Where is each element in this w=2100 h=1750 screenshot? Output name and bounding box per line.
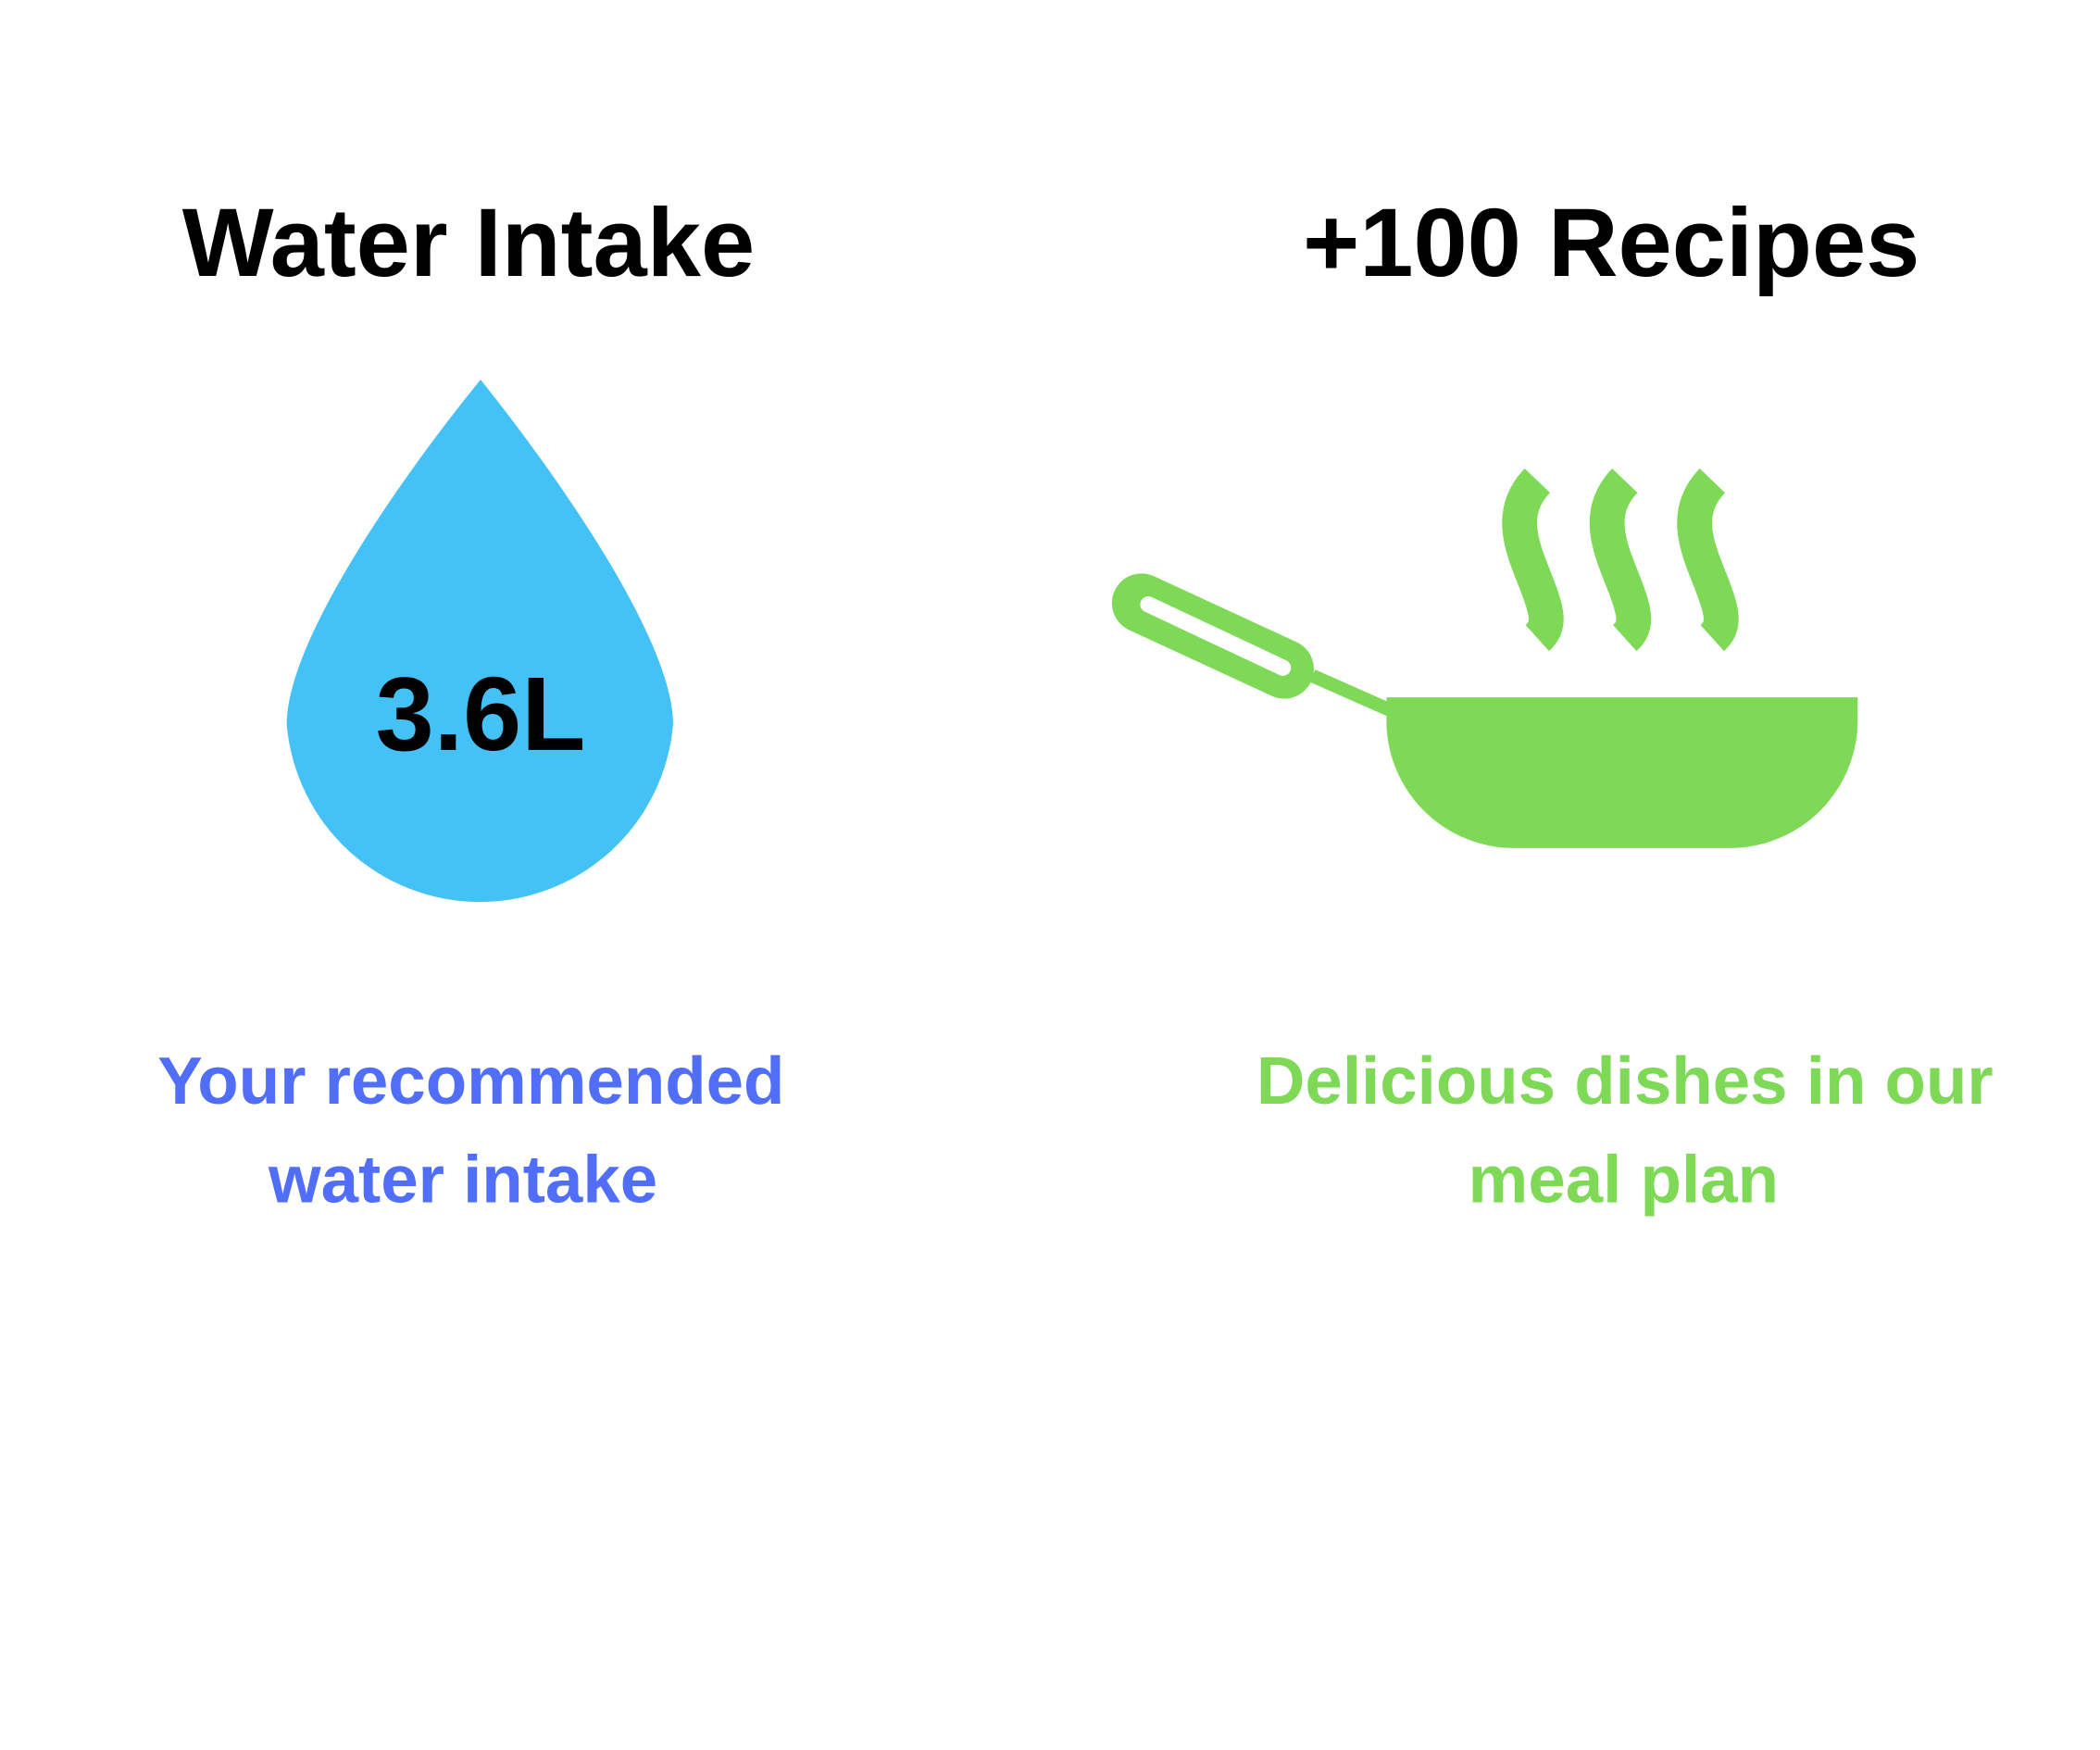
recipes-caption-line-2: meal plan (1469, 1142, 1779, 1217)
recipes-caption-line-1: Delicious dishes in our (1256, 1044, 1994, 1119)
water-intake-panel: Water Intake 3.6L Your recommended water… (157, 189, 784, 1217)
recipes-title: +100 Recipes (1303, 189, 1919, 297)
water-intake-value: 3.6L (376, 656, 586, 773)
water-drop-icon (286, 379, 673, 903)
recipes-panel: +100 Recipes Delicious dishes in our mea… (1111, 189, 1994, 1217)
water-caption-line-1: Your recommended (157, 1044, 784, 1119)
steaming-frying-pan-icon (1111, 468, 1858, 848)
water-caption-line-2: water intake (268, 1142, 657, 1217)
water-intake-title: Water Intake (182, 189, 755, 297)
